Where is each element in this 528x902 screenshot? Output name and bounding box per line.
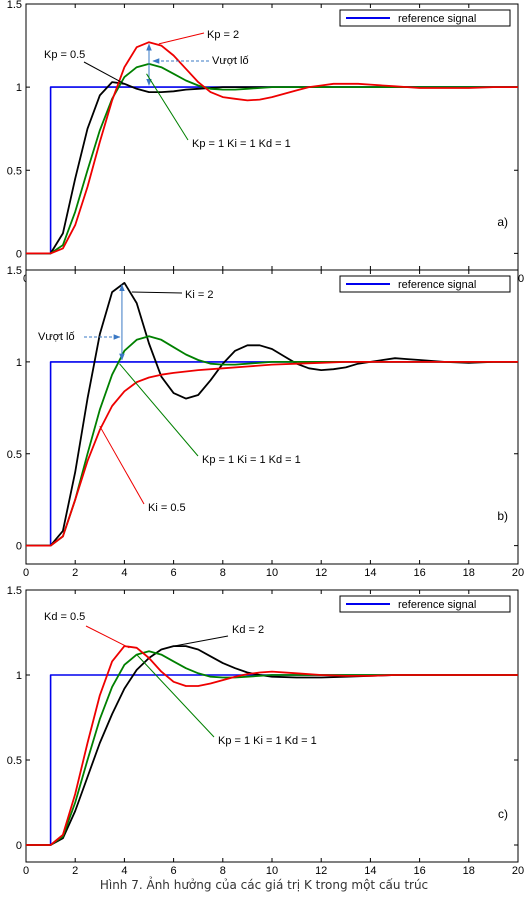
y-tick-label: 1.5 bbox=[7, 265, 22, 277]
annotation-kd2: Kd = 2 bbox=[232, 624, 264, 636]
leader-kp05 bbox=[83, 61, 125, 85]
plot-area bbox=[25, 589, 519, 863]
x-tick-label: 0 bbox=[23, 567, 29, 579]
x-tick-label: 8 bbox=[220, 567, 226, 579]
annotation-baseline: Kp = 1 Ki = 1 Kd = 1 bbox=[218, 735, 317, 747]
x-tick-label: 6 bbox=[171, 567, 177, 579]
x-tick-label: 6 bbox=[171, 865, 177, 877]
y-tick-label: 0 bbox=[16, 248, 22, 260]
annotation-kp05: Kp = 0.5 bbox=[44, 49, 85, 61]
y-tick-label: 1 bbox=[16, 670, 22, 682]
y-tick-label: 1.5 bbox=[7, 0, 22, 11]
series-line-3 bbox=[26, 361, 518, 547]
x-tick-label: 14 bbox=[364, 865, 376, 877]
plot-area bbox=[25, 269, 519, 565]
annotation-baseline: Kp = 1 Ki = 1 Kd = 1 bbox=[192, 138, 291, 150]
leader-ki2 bbox=[131, 291, 183, 294]
annotation-ki05: Ki = 0.5 bbox=[148, 502, 186, 514]
leader-kd2 bbox=[173, 635, 229, 647]
legend-box bbox=[339, 595, 511, 613]
x-tick-label: 2 bbox=[72, 567, 78, 579]
chart-panel-3: 0 2 4 6 8 10 12 14 16 18 20 0 0.5 1 1.5 reference signa… bbox=[7, 585, 524, 877]
x-tick-label: 16 bbox=[413, 567, 425, 579]
chart-panel-2: 0 2 4 6 8 10 12 14 16 18 20 0 0.5 1 1.5 reference signa… bbox=[7, 265, 524, 579]
x-tick-label: 16 bbox=[413, 865, 425, 877]
x-tick-label: 10 bbox=[266, 865, 278, 877]
annotation-baseline: Kp = 1 Ki = 1 Kd = 1 bbox=[202, 454, 301, 466]
panel-label: c) bbox=[498, 807, 508, 821]
leader-baseline bbox=[136, 654, 215, 738]
leader-kp2 bbox=[158, 32, 205, 45]
x-tick-label: 20 bbox=[512, 865, 524, 877]
y-tick-label: 1 bbox=[16, 82, 22, 94]
y-tick-label: 0.5 bbox=[7, 449, 22, 461]
x-tick-label: 4 bbox=[121, 865, 127, 877]
panel-label: a) bbox=[497, 215, 508, 229]
x-tick-label: 20 bbox=[512, 567, 524, 579]
panel-label: b) bbox=[497, 509, 508, 523]
plot-area bbox=[25, 3, 519, 271]
y-tick-label: 0 bbox=[16, 541, 22, 553]
x-tick-label: 18 bbox=[463, 567, 475, 579]
leader-baseline bbox=[119, 363, 199, 457]
y-tick-label: 1.5 bbox=[7, 585, 22, 597]
leader-ki05 bbox=[99, 425, 145, 505]
x-tick-label: 10 bbox=[266, 567, 278, 579]
x-tick-label: 14 bbox=[364, 567, 376, 579]
y-tick-label: 0.5 bbox=[7, 165, 22, 177]
x-tick-label: 4 bbox=[121, 567, 127, 579]
legend-box bbox=[339, 275, 511, 293]
series-line-3 bbox=[26, 41, 518, 255]
x-tick-label: 2 bbox=[72, 865, 78, 877]
x-tick-label: 18 bbox=[463, 865, 475, 877]
legend-label: reference signal bbox=[398, 279, 476, 291]
x-tick-label: 8 bbox=[220, 865, 226, 877]
x-tick-label: 12 bbox=[315, 865, 327, 877]
figure-caption: Hình 7. Ảnh hưởng của các giá trị K tron… bbox=[99, 878, 429, 892]
annotation-kp2: Kp = 2 bbox=[207, 29, 239, 41]
leader-baseline bbox=[146, 73, 189, 141]
x-tick-label: 0 bbox=[23, 865, 29, 877]
annotation-ki2: Ki = 2 bbox=[185, 289, 213, 301]
legend-label: reference signal bbox=[398, 599, 476, 611]
legend-box bbox=[339, 9, 511, 27]
y-tick-label: 1 bbox=[16, 357, 22, 369]
x-tick-label: 12 bbox=[315, 567, 327, 579]
legend-label: reference signal bbox=[398, 13, 476, 25]
series-line-3 bbox=[26, 645, 518, 846]
annotation-kd05: Kd = 0.5 bbox=[44, 611, 85, 623]
leader-kd05 bbox=[85, 625, 130, 649]
y-tick-label: 0 bbox=[16, 840, 22, 852]
annotation-overshoot: Vượt lố bbox=[38, 331, 75, 343]
y-tick-label: 0.5 bbox=[7, 755, 22, 767]
annotation-overshoot: Vượt lố bbox=[212, 55, 249, 67]
series-line-1 bbox=[26, 282, 518, 547]
